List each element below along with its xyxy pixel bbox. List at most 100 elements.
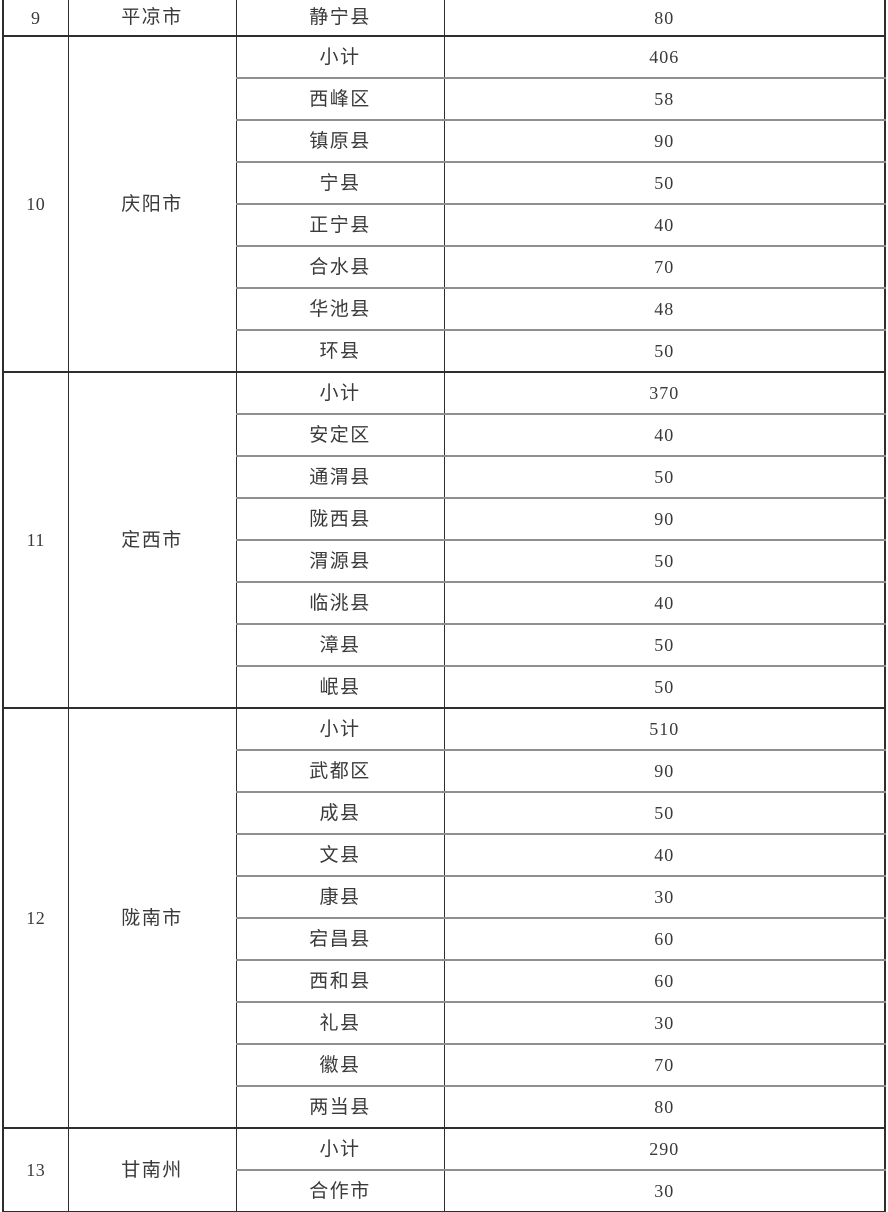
table-row: 岷县 50 [3, 665, 885, 708]
city-cell: 平凉市 [68, 0, 237, 36]
table-row: 西和县 60 [3, 959, 885, 1002]
value-cell: 60 [444, 959, 885, 1002]
city-cell: 陇南市 [68, 707, 237, 1128]
table-row: 通渭县 50 [3, 455, 885, 498]
section-index-cell: 10 [3, 35, 69, 372]
county-cell: 小计 [236, 707, 445, 750]
table-row: 正宁县 40 [3, 203, 885, 246]
table-row: 11 定西市 小计 370 [3, 371, 885, 708]
value-cell: 90 [444, 749, 885, 792]
table-row: 两当县 80 [3, 1085, 885, 1128]
county-cell: 小计 [236, 371, 445, 414]
county-cell: 环县 [236, 329, 445, 372]
table-row: 陇西县 90 [3, 497, 885, 540]
table-row: 西峰区 58 [3, 77, 885, 120]
table-row: 康县 30 [3, 875, 885, 918]
table-row: 宕昌县 60 [3, 917, 885, 960]
table-row: 礼县 30 [3, 1001, 885, 1044]
city-cell: 定西市 [68, 371, 237, 708]
county-cell: 陇西县 [236, 497, 445, 540]
table-row: 合作市 30 [3, 1169, 885, 1212]
county-cell: 合作市 [236, 1169, 445, 1212]
value-cell: 58 [444, 77, 885, 120]
section-index-cell: 13 [3, 1127, 69, 1212]
county-cell: 宁县 [236, 161, 445, 204]
county-cell: 成县 [236, 791, 445, 834]
section-index-cell: 12 [3, 707, 69, 1128]
county-cell: 漳县 [236, 623, 445, 666]
table-row: 徽县 70 [3, 1043, 885, 1086]
value-cell: 90 [444, 119, 885, 162]
county-cell: 宕昌县 [236, 917, 445, 960]
value-cell: 30 [444, 1001, 885, 1044]
table-row: 13 甘南州 小计 290 [3, 1127, 885, 1212]
county-cell: 正宁县 [236, 203, 445, 246]
value-cell: 40 [444, 413, 885, 456]
value-cell: 50 [444, 539, 885, 582]
city-cell: 庆阳市 [68, 35, 237, 372]
table-row: 合水县 70 [3, 245, 885, 288]
value-cell: 50 [444, 455, 885, 498]
city-cell: 甘南州 [68, 1127, 237, 1212]
county-cell: 西峰区 [236, 77, 445, 120]
value-cell: 50 [444, 329, 885, 372]
section-index-cell: 9 [3, 0, 69, 36]
table-row: 12 陇南市 小计 510 [3, 707, 885, 1128]
table-row: 漳县 50 [3, 623, 885, 666]
county-cell: 渭源县 [236, 539, 445, 582]
value-cell: 70 [444, 245, 885, 288]
value-cell: 40 [444, 203, 885, 246]
value-cell: 50 [444, 791, 885, 834]
county-cell: 岷县 [236, 665, 445, 708]
county-cell: 小计 [236, 35, 445, 78]
value-cell: 30 [444, 1169, 885, 1212]
table-row: 华池县 48 [3, 287, 885, 330]
value-cell: 70 [444, 1043, 885, 1086]
value-cell: 80 [654, 7, 675, 28]
value-cell: 80 [444, 1085, 885, 1128]
county-cell: 安定区 [236, 413, 445, 456]
table-row: 宁县 50 [3, 161, 885, 204]
table-row: 环县 50 [3, 329, 885, 372]
value-cell: 50 [444, 623, 885, 666]
value-cell: 30 [444, 875, 885, 918]
county-cell: 临洮县 [236, 581, 445, 624]
county-cell: 合水县 [236, 245, 445, 288]
county-cell: 华池县 [236, 287, 445, 330]
table-row: 成县 50 [3, 791, 885, 834]
county-cell: 镇原县 [236, 119, 445, 162]
table-row: 10 庆阳市 小计 406 [3, 35, 885, 372]
section-index-cell: 11 [3, 371, 69, 708]
county-cell: 静宁县 [236, 0, 445, 36]
table-row: 渭源县 50 [3, 539, 885, 582]
value-cell: 48 [444, 287, 885, 330]
county-cell: 康县 [236, 875, 445, 918]
table-row: 武都区 90 [3, 749, 885, 792]
county-cell: 西和县 [236, 959, 445, 1002]
county-cell: 通渭县 [236, 455, 445, 498]
value-cell: 370 [444, 371, 885, 414]
county-cell: 两当县 [236, 1085, 445, 1128]
county-cell: 礼县 [236, 1001, 445, 1044]
county-cell: 徽县 [236, 1043, 445, 1086]
value-cell: 90 [444, 497, 885, 540]
value-cell: 50 [444, 161, 885, 204]
value-cell: 406 [444, 35, 885, 78]
value-cell: 40 [444, 581, 885, 624]
value-cell: 290 [444, 1127, 885, 1170]
table-row: 文县 40 [3, 833, 885, 876]
county-cell: 小计 [236, 1127, 445, 1170]
table-body: 9 平凉市 静宁县 80 10 庆阳市 小计 406 西峰区 58 镇原县 90 宁县 50 正宁县 40 合水… [3, 0, 885, 1212]
table-row: 9 平凉市 静宁县 80 [3, 0, 885, 36]
county-cell: 文县 [236, 833, 445, 876]
value-cell: 510 [444, 707, 885, 750]
value-cell: 60 [444, 917, 885, 960]
table-row: 临洮县 40 [3, 581, 885, 624]
value-cell: 40 [444, 833, 885, 876]
table-row: 安定区 40 [3, 413, 885, 456]
value-cell: 50 [444, 665, 885, 708]
table-row: 镇原县 90 [3, 119, 885, 162]
county-cell: 武都区 [236, 749, 445, 792]
